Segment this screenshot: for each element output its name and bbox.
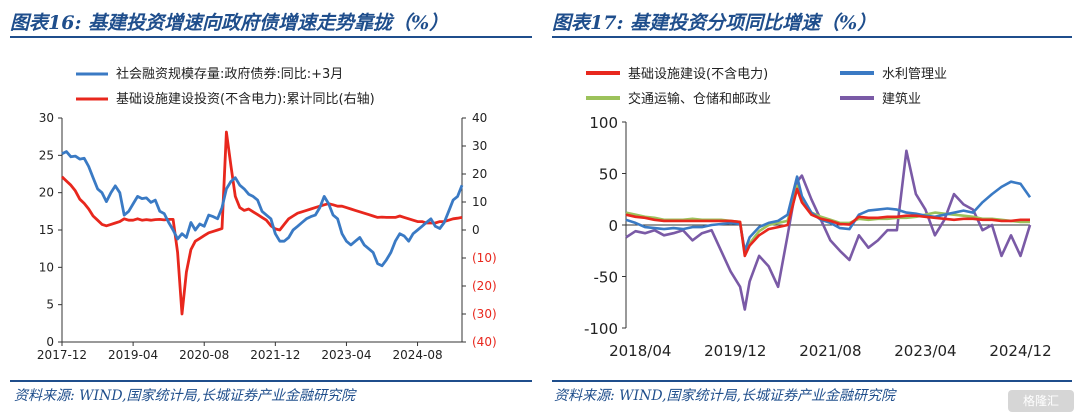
y-tick-label: 25 — [39, 148, 54, 162]
x-tick-label: 2021-12 — [250, 348, 300, 362]
right-chart-panel: 图表17: 基建投资分项同比增速（%） -100 -50 0 50 100 2018/04… — [540, 0, 1080, 418]
x-tick-label: 2023-04 — [321, 348, 371, 362]
series-line-1 — [625, 175, 1032, 253]
legend-label: 交通运输、仓储和邮政业 — [628, 91, 771, 107]
left-source-note: 资料来源: WIND,国家统计局,长城证券产业金融研究院 — [14, 388, 355, 404]
y2-tick-label: 30 — [472, 139, 487, 153]
x-tick-label: 2017-12 — [37, 348, 87, 362]
y-tick-label: 5 — [46, 298, 54, 312]
x-tick-label: 2020-08 — [179, 348, 229, 362]
x-tick-label: 2019-04 — [108, 348, 158, 362]
source-rule — [552, 380, 1072, 382]
y-tick-label: 15 — [39, 223, 54, 237]
legend-label: 社会融资规模存量:政府债券:同比:+3月 — [116, 66, 343, 82]
y-tick-label: 10 — [39, 260, 54, 274]
x-tick-label: 2024-08 — [392, 348, 442, 362]
y-tick-label: 20 — [39, 186, 54, 200]
legend-label: 水利管理业 — [882, 67, 947, 82]
y2-tick-label: 40 — [472, 111, 487, 125]
y-tick-label: 100 — [589, 114, 618, 132]
left-chart-panel: 图表16: 基建投资增速向政府债增速走势靠拢（%） 0 5 10 15 20 25 30 (4… — [10, 12, 532, 404]
x-tick-label: 2021/08 — [799, 342, 861, 360]
legend-label: 基础设施建设投资(不含电力):累计同比(右轴) — [116, 91, 375, 107]
series-line-3 — [625, 149, 1032, 311]
x-tick-label: 2018/04 — [609, 342, 671, 360]
legend-label: 建筑业 — [882, 91, 921, 107]
title-underline — [10, 36, 532, 38]
left-chart-svg: 0 5 10 15 20 25 30 (40) (30) (20) (10) 0 10 20 30 40 201… — [37, 66, 497, 362]
watermark-logo: 格隆汇 — [1008, 390, 1074, 412]
series-line-2 — [625, 184, 1030, 256]
right-chart-svg: -100 -50 0 50 100 2018/04 2019/12 2021/08 2023/0… — [584, 66, 1052, 360]
y2-tick-label: 20 — [472, 167, 487, 181]
series-line-1 — [61, 130, 463, 316]
left-chart-title: 图表16: 基建投资增速向政府债增速走势靠拢（%） — [10, 12, 449, 34]
y-tick-label: 50 — [599, 166, 618, 184]
y2-tick-label: 10 — [472, 195, 487, 209]
source-rule — [10, 380, 532, 382]
y2-tick-label: (10) — [472, 251, 497, 265]
y2-tick-label: (40) — [472, 335, 497, 349]
x-tick-label: 2024/12 — [989, 342, 1051, 360]
y-tick-label: -100 — [584, 320, 618, 338]
series-line-0 — [625, 187, 1030, 258]
right-source-note: 资料来源: WIND,国家统计局,长城证券产业金融研究院 — [554, 388, 895, 404]
y-tick-label: 0 — [608, 217, 618, 235]
y2-tick-label: (20) — [472, 279, 497, 293]
legend-label: 基础设施建设(不含电力) — [628, 66, 768, 82]
right-chart-title: 图表17: 基建投资分项同比增速（%） — [552, 12, 877, 34]
y-tick-label: 0 — [46, 335, 54, 349]
title-underline — [552, 36, 1072, 38]
y2-tick-label: 0 — [472, 223, 480, 237]
x-tick-label: 2023/04 — [894, 342, 956, 360]
y2-tick-label: (30) — [472, 307, 497, 321]
y-tick-label: -50 — [594, 269, 619, 287]
y-tick-label: 30 — [39, 111, 54, 125]
x-tick-label: 2019/12 — [704, 342, 766, 360]
series-line-0 — [61, 150, 464, 268]
